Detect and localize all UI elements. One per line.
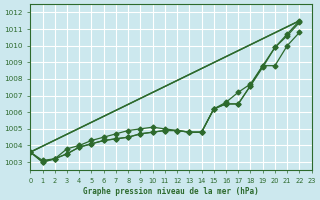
X-axis label: Graphe pression niveau de la mer (hPa): Graphe pression niveau de la mer (hPa) (83, 187, 259, 196)
